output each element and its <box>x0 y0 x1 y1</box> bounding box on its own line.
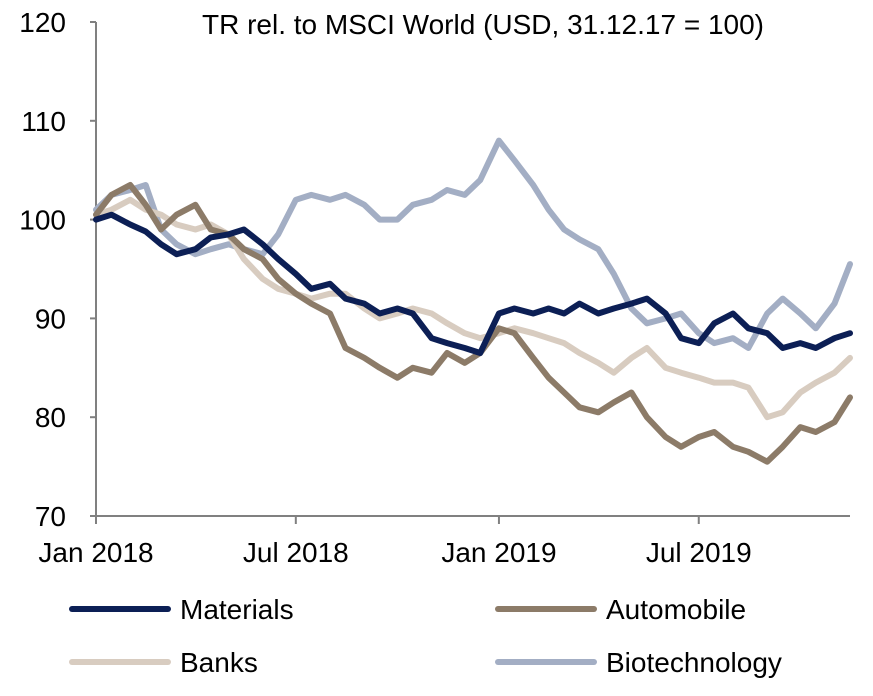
x-tick-label: Jan 2018 <box>38 537 153 568</box>
y-tick-label: 90 <box>35 303 66 334</box>
x-tick-label: Jan 2019 <box>441 537 556 568</box>
y-tick-label: 70 <box>35 501 66 532</box>
legend-label-banks: Banks <box>180 647 258 678</box>
y-tick-label: 120 <box>19 7 66 38</box>
y-tick-group: 70 80 90 100 110 120 <box>19 7 96 532</box>
chart-title: TR rel. to MSCI World (USD, 31.12.17 = 1… <box>202 9 764 40</box>
legend-label-biotechnology: Biotechnology <box>606 647 782 678</box>
x-tick-label: Jul 2019 <box>646 537 752 568</box>
legend-label-automobile: Automobile <box>606 594 746 625</box>
legend: Materials Automobile Banks Biotechnology <box>69 594 782 678</box>
y-tick-label: 80 <box>35 402 66 433</box>
series-line-automobile <box>93 182 853 465</box>
y-tick-label: 110 <box>21 106 66 137</box>
series-line-banks <box>93 196 853 421</box>
y-tick-label: 100 <box>19 205 66 236</box>
x-tick-label: Jul 2018 <box>243 537 349 568</box>
x-tick-group: Jan 2018 Jul 2018 Jan 2019 Jul 2019 <box>38 516 752 568</box>
series-line-materials <box>93 211 853 356</box>
series-line-biotechnology <box>93 137 853 351</box>
series-group <box>93 137 853 465</box>
legend-label-materials: Materials <box>180 594 294 625</box>
